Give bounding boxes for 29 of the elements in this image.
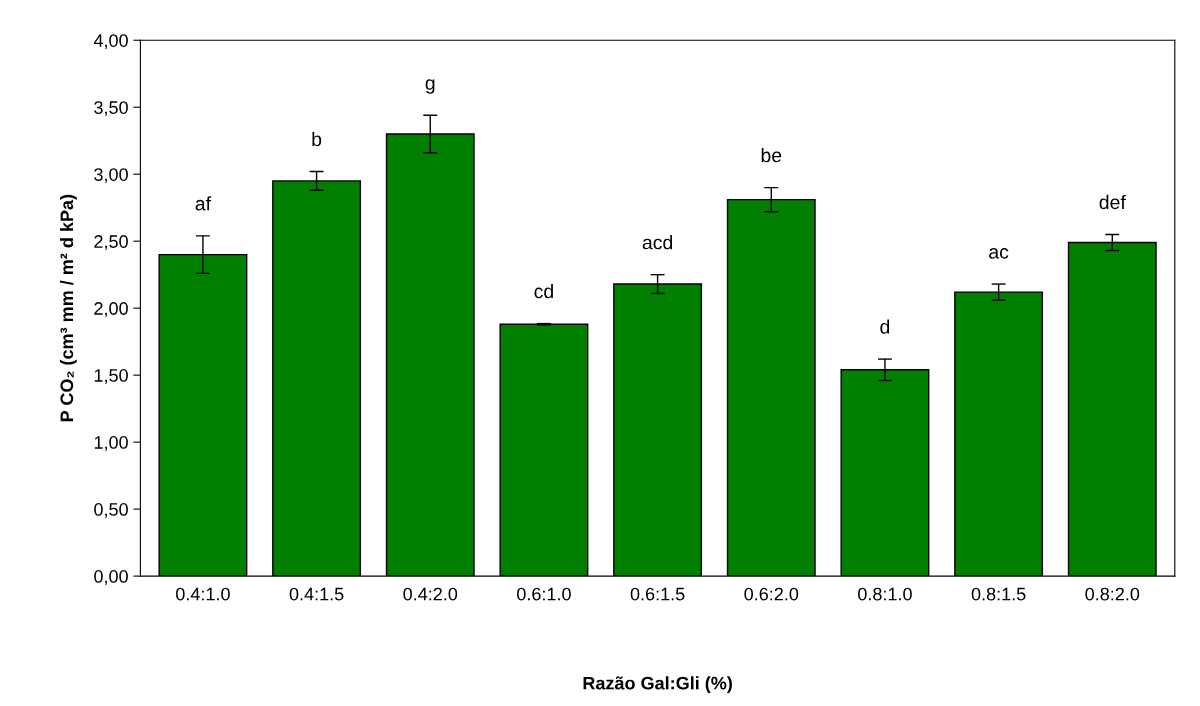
x-axis-title: Razão Gal:Gli (%) bbox=[583, 676, 732, 694]
annotation: b bbox=[312, 131, 322, 147]
y-tick-label: 1,00 bbox=[94, 436, 128, 451]
annotation: be bbox=[761, 147, 782, 163]
x-tick-label: 0.4:2.0 bbox=[403, 587, 458, 601]
annotation: ac bbox=[989, 248, 1009, 259]
annotation: cd bbox=[534, 283, 553, 299]
x-tick-label: 0.4:1.5 bbox=[289, 587, 344, 601]
x-tick-label: 0.6:1.0 bbox=[517, 587, 571, 601]
y-tick-label: 2,50 bbox=[94, 235, 128, 251]
y-tick-label: 4,00 bbox=[93, 34, 128, 50]
annotation: def bbox=[1099, 194, 1126, 210]
y-tick-label: 0,50 bbox=[94, 503, 128, 518]
y-tick-label: 1,50 bbox=[94, 369, 128, 384]
annotation: acd bbox=[642, 235, 673, 250]
y-tick-label: 2,00 bbox=[94, 302, 128, 318]
y-tick-label: 0,00 bbox=[94, 570, 128, 585]
x-tick-label: 0.8:2.0 bbox=[1085, 587, 1140, 601]
annotation: af bbox=[195, 196, 212, 211]
annotation: d bbox=[880, 319, 890, 334]
x-tick-label: 0.6:2.0 bbox=[744, 587, 799, 601]
y-axis-title: P CO₂ (cm³ mm / m² d kPa) bbox=[59, 194, 77, 422]
x-tick-label: 0.8:1.5 bbox=[971, 587, 1026, 601]
x-tick-label: 0.6:1.5 bbox=[630, 587, 685, 601]
y-tick-label: 3,50 bbox=[94, 101, 128, 117]
x-tick-label: 0.4:1.0 bbox=[176, 587, 230, 601]
annotation: g bbox=[425, 79, 435, 94]
x-tick-label: 0.8:1.0 bbox=[858, 587, 912, 601]
y-tick-label: 3,00 bbox=[94, 168, 128, 184]
